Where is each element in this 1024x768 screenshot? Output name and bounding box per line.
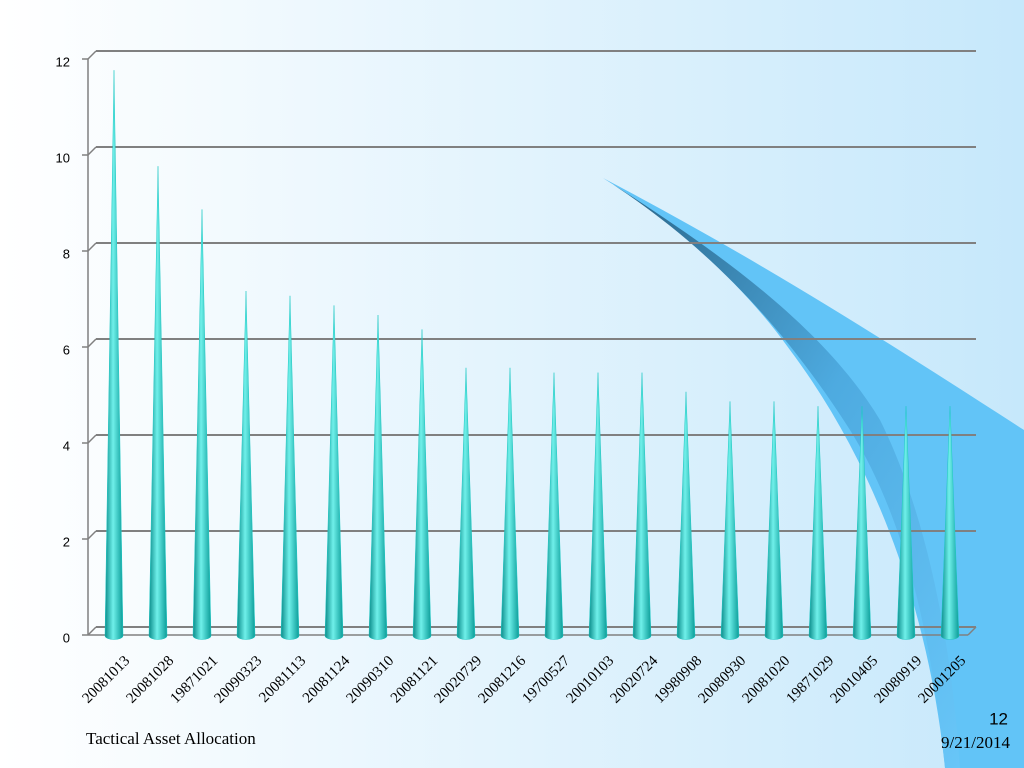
cone: [896, 406, 916, 640]
cone: [940, 406, 960, 640]
grid-line-depth: [87, 338, 97, 348]
cone: [500, 367, 520, 640]
cone: [720, 401, 740, 640]
cone: [368, 314, 388, 640]
cone: [544, 372, 564, 640]
y-tick-label: 6: [63, 342, 70, 357]
footer-date: 9/21/2014: [941, 733, 1010, 752]
cone: [412, 329, 432, 640]
grid-line-depth: [87, 434, 97, 444]
grid-line-depth: [87, 530, 97, 540]
y-tick-label: 12: [56, 54, 70, 69]
page-number: 12: [989, 709, 1008, 728]
decor-swoosh: [603, 178, 1024, 768]
cone: [148, 166, 168, 640]
cone: [456, 367, 476, 640]
y-tick-label: 0: [63, 630, 70, 645]
cone: [588, 372, 608, 640]
y-tick-label: 10: [56, 150, 70, 165]
y-tick-label: 8: [63, 246, 70, 261]
cone: [676, 391, 696, 640]
cone: [236, 290, 256, 640]
grid-line-depth: [87, 50, 97, 60]
cone: [324, 305, 344, 640]
cone: [280, 295, 300, 640]
cone: [808, 406, 828, 640]
grid-line-depth: [87, 626, 97, 636]
grid-line-depth: [87, 146, 97, 156]
floor-right: [967, 626, 977, 636]
y-tick-label: 4: [63, 438, 70, 453]
cone: [632, 372, 652, 640]
footer-text: Tactical Asset Allocation: [86, 729, 256, 748]
cone: [104, 70, 124, 640]
cone: [192, 209, 212, 640]
decor-swoosh-dark: [603, 178, 960, 768]
grid-line-depth: [87, 242, 97, 252]
cone: [852, 406, 872, 640]
y-tick-label: 2: [63, 534, 70, 549]
cone: [764, 401, 784, 640]
